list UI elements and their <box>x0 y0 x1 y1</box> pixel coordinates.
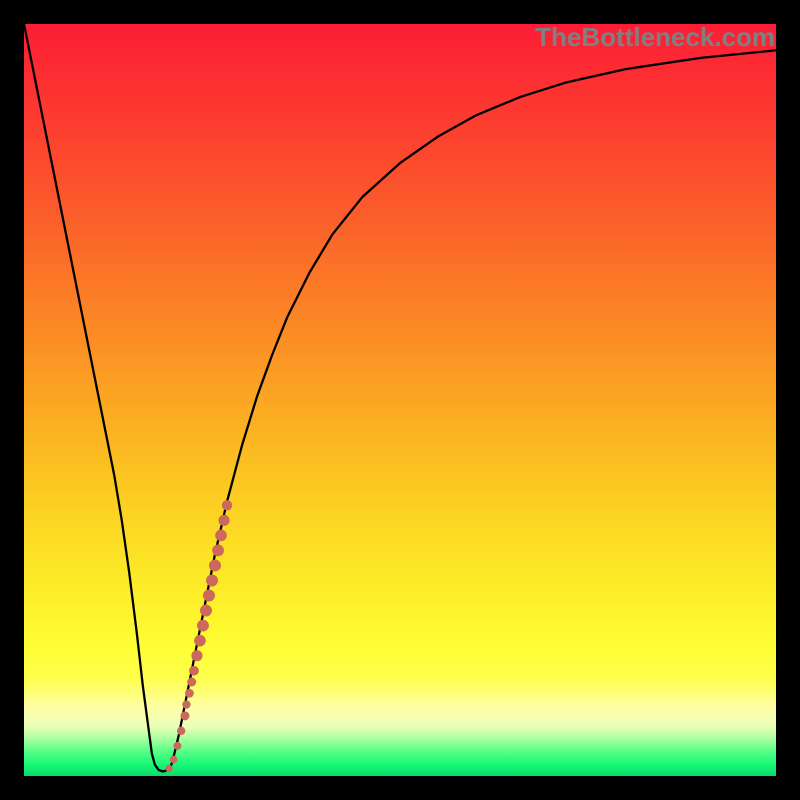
data-marker <box>218 515 229 526</box>
chart-root: TheBottleneck.com <box>0 0 800 800</box>
data-marker <box>166 765 173 772</box>
data-marker <box>177 727 185 735</box>
plot-area-background <box>24 24 776 776</box>
watermark-text: TheBottleneck.com <box>535 22 775 53</box>
data-marker <box>187 678 196 687</box>
data-marker <box>191 650 202 661</box>
data-marker <box>209 559 221 571</box>
data-marker <box>212 545 224 557</box>
data-marker <box>180 711 189 720</box>
data-marker <box>222 500 232 510</box>
data-marker <box>197 620 209 632</box>
data-marker <box>173 742 181 750</box>
data-marker <box>185 689 194 698</box>
data-marker <box>170 756 178 764</box>
data-marker <box>203 590 215 602</box>
data-marker <box>182 700 190 708</box>
data-marker <box>189 666 199 676</box>
data-marker <box>215 530 227 542</box>
chart-svg <box>0 0 800 800</box>
data-marker <box>206 574 218 586</box>
data-marker <box>194 635 206 647</box>
data-marker <box>200 605 212 617</box>
